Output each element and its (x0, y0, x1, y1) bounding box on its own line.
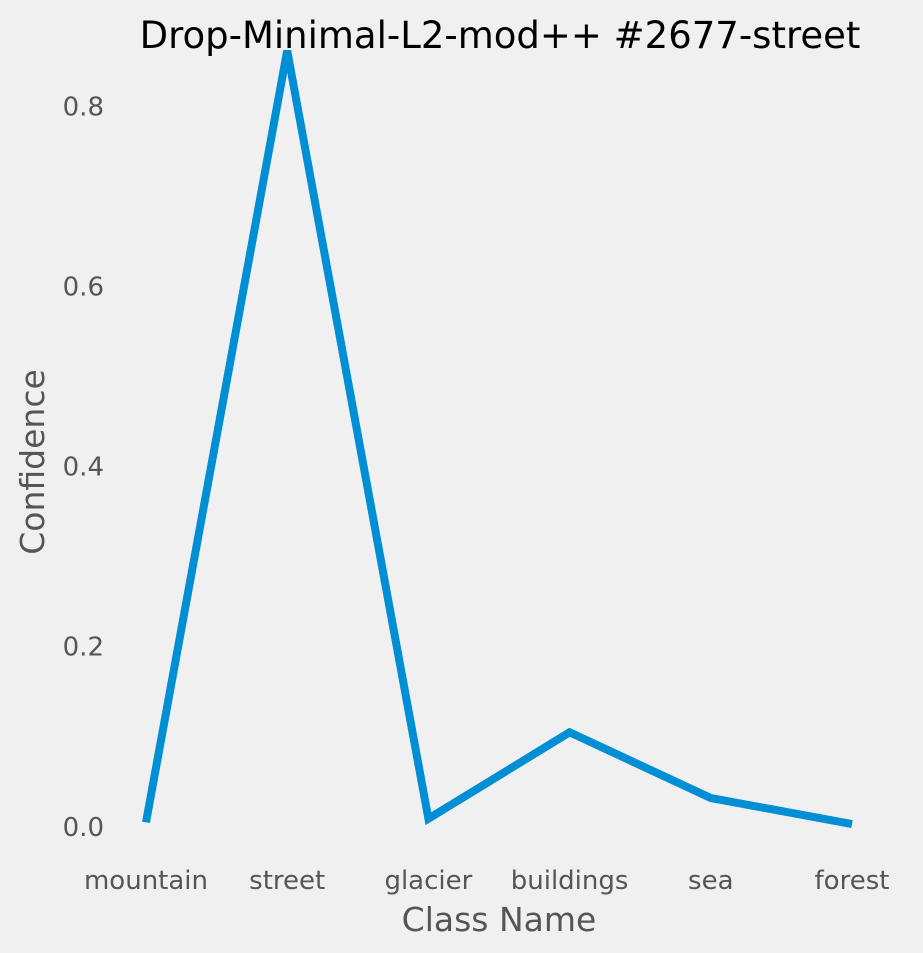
y-tick-label-0-4: 0.4 (63, 453, 104, 483)
y-tick-label-0-8: 0.8 (63, 93, 104, 123)
y-axis-label: Confidence (13, 369, 52, 555)
series-group (142, 49, 853, 829)
x-tick-label-buildings: buildings (511, 866, 629, 896)
y-tick-label-0-0: 0.0 (63, 813, 104, 843)
x-tick-label-forest: forest (815, 866, 890, 896)
y-axis-ticks: 0.0 0.2 0.4 0.6 0.8 (63, 93, 104, 843)
x-tick-label-street: street (249, 866, 325, 896)
x-tick-label-mountain: mountain (84, 866, 208, 896)
x-tick-label-glacier: glacier (384, 866, 472, 896)
x-tick-label-sea: sea (688, 866, 733, 896)
chart-title: Drop-Minimal-L2-mod++ #2677-street (140, 14, 861, 57)
series-line-0 (142, 49, 853, 829)
y-tick-label-0-6: 0.6 (63, 273, 104, 303)
x-axis-label: Class Name (402, 900, 597, 939)
x-axis-ticks: mountain street glacier buildings sea forest (84, 866, 889, 896)
y-tick-label-0-2: 0.2 (63, 633, 104, 663)
